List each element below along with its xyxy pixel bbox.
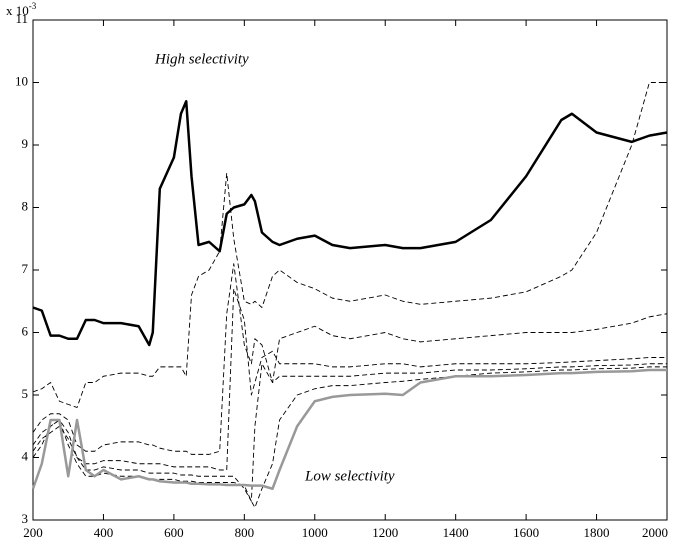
x-tick-label: 600	[164, 525, 184, 540]
x-tick-label: 800	[235, 525, 255, 540]
x-tick-label: 200	[23, 525, 43, 540]
series-line	[32, 363, 667, 502]
x-tick-label: 400	[94, 525, 114, 540]
y-tick-label: 3	[22, 511, 29, 526]
multiplier-exponent: -3	[29, 1, 37, 11]
series-line	[32, 263, 668, 455]
x-tick-label: 1800	[584, 525, 610, 540]
series-line	[31, 368, 667, 490]
annotation: Low selectivity	[304, 468, 395, 484]
y-tick-label: 4	[22, 448, 29, 463]
axis-multiplier: x 10-3	[6, 1, 37, 18]
y-tick-label: 11	[15, 11, 28, 26]
y-tick-label: 8	[22, 198, 29, 213]
x-tick-label: 2000	[642, 525, 668, 540]
series-line	[32, 82, 667, 408]
series-line	[32, 100, 668, 347]
multiplier-base: x 10	[6, 3, 29, 18]
y-tick-label: 6	[22, 323, 29, 338]
x-tick-label: 1600	[513, 525, 539, 540]
x-tick-label: 1000	[302, 525, 328, 540]
annotation: High selectivity	[154, 51, 249, 67]
x-tick-label: 1400	[443, 525, 469, 540]
series-line	[32, 288, 667, 471]
x-tick-label: 1200	[372, 525, 398, 540]
y-tick-label: 10	[15, 73, 28, 88]
series-line	[32, 366, 667, 508]
y-tick-label: 7	[22, 261, 29, 276]
y-tick-label: 5	[22, 386, 29, 401]
y-tick-label: 9	[22, 136, 29, 151]
